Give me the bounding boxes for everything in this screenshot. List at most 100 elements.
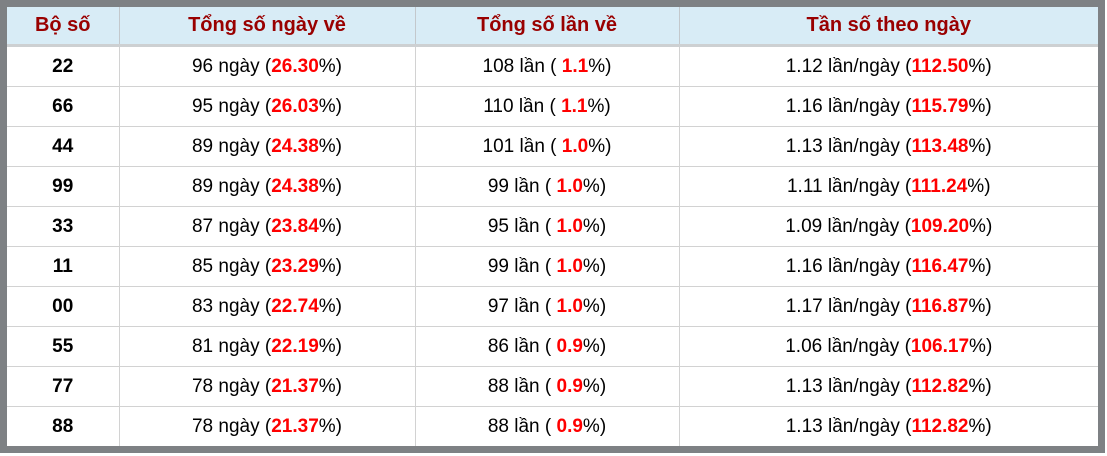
days-cell: 87 ngày (23.84%) [118,206,415,247]
days-suffix: %) [318,95,342,117]
table-row: 11 85 ngày (23.29%) 99 lần ( 1.0%) 1.16 … [7,246,1098,287]
times-cell: 88 lần ( 0.9%) [414,406,679,446]
pair-value: 88 [52,415,74,437]
freq-text: 1.11 lần/ngày ( [786,175,912,197]
days-text: 78 ngày ( [191,415,272,437]
freq-cell: 1.17 lần/ngày (116.87%) [678,286,1098,327]
times-cell: 99 lần ( 1.0%) [414,246,679,287]
days-cell: 78 ngày (21.37%) [118,366,415,407]
days-suffix: %) [318,55,342,77]
days-text: 78 ngày ( [191,375,272,397]
times-text: 101 lần ( [482,135,562,157]
times-cell: 86 lần ( 0.9%) [414,326,679,367]
pair-cell: 55 [7,326,119,367]
table-row: 88 78 ngày (21.37%) 88 lần ( 0.9%) 1.13 … [7,406,1098,446]
days-percent: 23.84 [271,215,319,237]
days-suffix: %) [318,215,342,237]
times-percent: 0.9 [556,335,583,357]
days-text: 95 ngày ( [191,95,272,117]
pair-cell: 22 [7,45,119,87]
days-cell: 89 ngày (24.38%) [118,166,415,207]
days-cell: 78 ngày (21.37%) [118,406,415,446]
times-percent: 0.9 [556,415,583,437]
freq-suffix: %) [968,95,992,117]
pair-value: 99 [52,175,74,197]
times-percent: 0.9 [556,375,583,397]
times-percent: 1.0 [556,255,583,277]
freq-percent: 109.20 [910,215,970,237]
days-percent: 24.38 [271,175,319,197]
col-header-freq: Tần số theo ngày [678,7,1098,47]
pair-value: 44 [52,135,74,157]
pair-cell: 11 [7,246,119,287]
pair-cell: 66 [7,86,119,127]
days-text: 89 ngày ( [191,135,272,157]
col-header-days: Tổng số ngày về [118,7,415,47]
times-cell: 88 lần ( 0.9%) [414,366,679,407]
days-text: 83 ngày ( [191,295,272,317]
days-suffix: %) [318,175,342,197]
times-percent: 1.0 [556,175,583,197]
freq-cell: 1.13 lần/ngày (113.48%) [678,126,1098,167]
times-suffix: %) [582,175,607,197]
times-suffix: %) [582,375,607,397]
days-percent: 26.03 [271,95,319,117]
days-cell: 81 ngày (22.19%) [118,326,415,367]
pair-value: 00 [52,295,74,317]
freq-suffix: %) [968,415,992,437]
freq-suffix: %) [969,335,993,357]
table-row: 22 96 ngày (26.30%) 108 lần ( 1.1%) 1.12… [7,45,1098,87]
freq-suffix: %) [968,55,992,77]
days-suffix: %) [318,415,342,437]
days-suffix: %) [318,335,342,357]
days-text: 89 ngày ( [191,175,272,197]
freq-percent: 116.47 [911,255,969,277]
freq-suffix: %) [968,135,992,157]
days-suffix: %) [318,295,342,317]
times-text: 97 lần ( [487,295,557,317]
days-percent: 22.19 [271,335,319,357]
freq-cell: 1.13 lần/ngày (112.82%) [678,406,1098,446]
times-percent: 1.1 [561,55,589,77]
table-row: 44 89 ngày (24.38%) 101 lần ( 1.0%) 1.13… [7,126,1098,167]
freq-cell: 1.09 lần/ngày (109.20%) [678,206,1098,247]
times-suffix: %) [587,95,611,117]
freq-percent: 112.82 [911,415,969,437]
times-suffix: %) [582,295,607,317]
table-row: 77 78 ngày (21.37%) 88 lần ( 0.9%) 1.13 … [7,366,1098,407]
pair-value: 22 [52,55,74,77]
pair-cell: 77 [7,366,119,407]
days-percent: 23.29 [271,255,319,277]
freq-text: 1.13 lần/ngày ( [785,375,912,397]
header-row: Bộ số Tổng số ngày về Tổng số lần về Tần… [7,7,1098,47]
freq-text: 1.12 lần/ngày ( [785,55,912,77]
times-percent: 1.0 [561,135,589,157]
times-text: 110 lần ( [483,95,562,117]
pair-value: 33 [52,215,74,237]
days-cell: 89 ngày (24.38%) [118,126,415,167]
freq-text: 1.13 lần/ngày ( [785,415,912,437]
table-row: 00 83 ngày (22.74%) 97 lần ( 1.0%) 1.17 … [7,286,1098,327]
times-text: 99 lần ( [487,255,557,277]
col-header-times: Tổng số lần về [414,7,679,47]
days-cell: 96 ngày (26.30%) [118,45,415,87]
pair-value: 11 [52,255,73,277]
freq-percent: 112.82 [911,375,969,397]
times-percent: 1.0 [556,295,583,317]
freq-cell: 1.11 lần/ngày (111.24%) [678,166,1098,207]
freq-percent: 111.24 [911,175,968,197]
freq-text: 1.17 lần/ngày ( [785,295,912,317]
days-text: 87 ngày ( [191,215,272,237]
days-suffix: %) [318,135,342,157]
times-text: 86 lần ( [487,335,557,357]
freq-text: 1.13 lần/ngày ( [785,135,912,157]
days-text: 81 ngày ( [191,335,272,357]
freq-cell: 1.13 lần/ngày (112.82%) [678,366,1098,407]
days-percent: 22.74 [271,295,319,317]
days-suffix: %) [318,255,342,277]
pair-value: 55 [52,335,74,357]
col-header-pair: Bộ số [7,7,119,47]
days-percent: 26.30 [271,55,319,77]
times-text: 95 lần ( [487,215,557,237]
days-percent: 21.37 [271,375,319,397]
